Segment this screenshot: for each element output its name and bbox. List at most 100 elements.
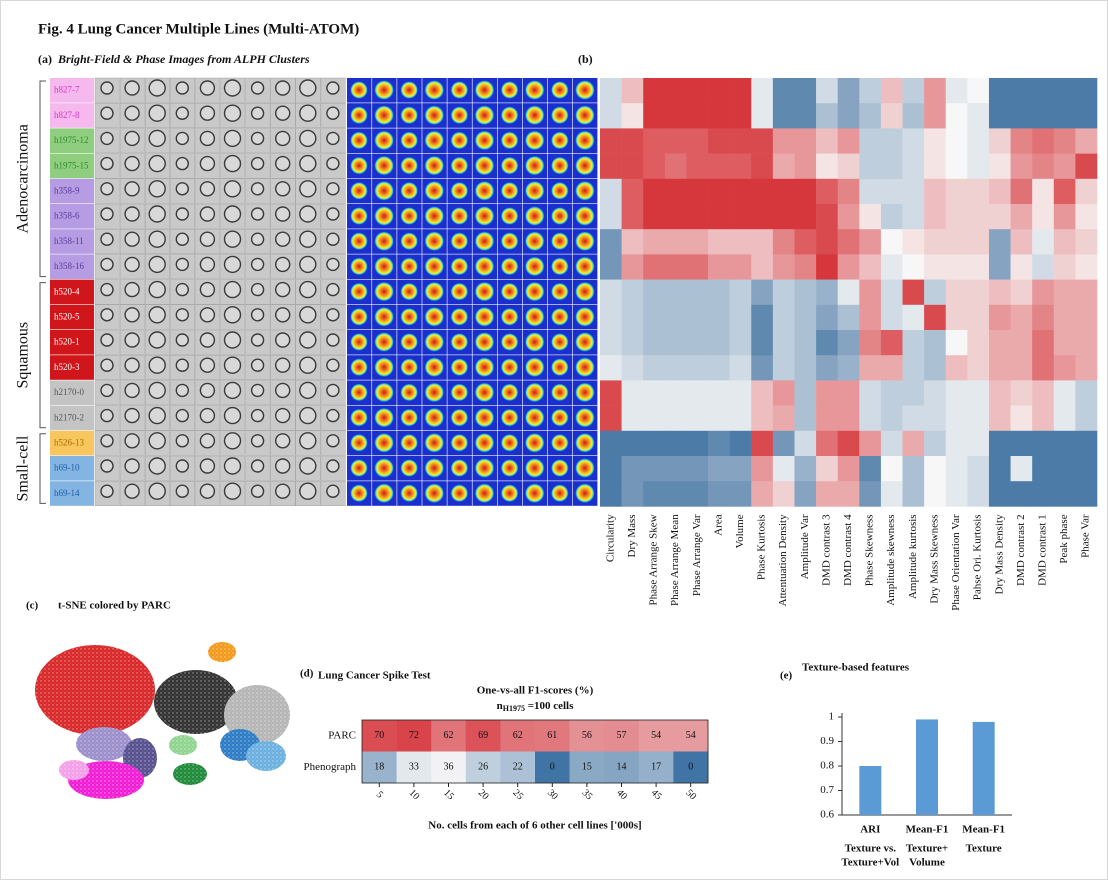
cell-outline	[300, 307, 316, 323]
heatmap-cell	[924, 179, 946, 205]
cell-outline	[225, 231, 241, 247]
phase-cell	[450, 232, 468, 250]
phase-cell	[475, 483, 495, 503]
cell-outline	[176, 258, 188, 270]
cell-outline	[200, 207, 214, 221]
heatmap-cell	[708, 78, 730, 104]
heatmap-cell	[903, 179, 925, 205]
phase-cell	[501, 232, 519, 250]
cell-outline	[125, 283, 139, 297]
cell-outline	[300, 458, 316, 474]
heatmap-cell	[751, 355, 773, 381]
heatmap-cell	[838, 305, 860, 331]
cell-outline	[101, 359, 113, 371]
phase-cell	[525, 105, 545, 125]
heatmap-cell	[903, 154, 925, 180]
figure: Fig. 4 Lung Cancer Multiple Lines (Multi…	[0, 0, 1108, 880]
cell-outline	[125, 308, 139, 322]
heatmap-cell	[1011, 481, 1033, 507]
heatmap-cell	[859, 280, 881, 306]
phase-cell	[575, 357, 595, 377]
cell-outline	[276, 409, 290, 423]
phase-cell	[525, 433, 545, 453]
cell-outline	[225, 181, 241, 197]
heatmap-cell	[967, 103, 989, 129]
cell-outline	[225, 483, 241, 499]
column-label: Dry Mass Density	[993, 514, 1005, 595]
heatmap-cell	[686, 280, 708, 306]
heatmap-cell	[643, 431, 665, 457]
heatmap-cell	[665, 254, 687, 280]
heatmap-cell	[600, 305, 622, 331]
heatmap-cell	[859, 406, 881, 432]
heatmap-cell	[967, 280, 989, 306]
heatmap-cell	[794, 280, 816, 306]
category-note: Texture+	[906, 843, 948, 855]
column-label: DMD contrast 3	[820, 514, 832, 586]
heatmap-cell	[924, 305, 946, 331]
phase-cell	[374, 458, 394, 478]
heatmap-cell	[730, 78, 752, 104]
heatmap-cell	[1054, 330, 1076, 356]
heatmap-cell	[924, 204, 946, 230]
heatmap-cell	[816, 456, 838, 482]
heatmap-cell	[730, 330, 752, 356]
cell-outline	[327, 410, 339, 422]
heatmap-cell	[665, 179, 687, 205]
subtitle: nH1975 =100 cells	[497, 700, 575, 713]
phase-cell	[400, 383, 418, 401]
heatmap-cell	[1075, 229, 1097, 255]
heatmap-cell	[881, 128, 903, 154]
phase-cell	[475, 80, 495, 100]
cell-outline	[200, 409, 214, 423]
column-label: Dry Mass Skewness	[928, 514, 940, 603]
group-bracket	[40, 434, 46, 504]
heatmap-cell	[989, 280, 1011, 306]
heatmap-cell	[773, 78, 795, 104]
heatmap-cell	[881, 103, 903, 129]
phase-cell	[374, 231, 394, 251]
x-tick-label: 10	[407, 787, 422, 802]
phase-cell	[374, 433, 394, 453]
heatmap-cell	[881, 179, 903, 205]
heatmap-cell	[1032, 406, 1054, 432]
column-label: Attentuation Density	[777, 514, 789, 606]
heatmap-cell	[794, 78, 816, 104]
heatmap-cell	[600, 431, 622, 457]
row-label: h2170-0	[54, 387, 84, 397]
phase-cell	[400, 182, 418, 200]
phase-cell	[350, 283, 368, 301]
heatmap-cell	[773, 179, 795, 205]
heatmap-cell	[881, 305, 903, 331]
heatmap-cell	[686, 380, 708, 406]
heatmap-cell	[1032, 179, 1054, 205]
cell-outline	[125, 131, 139, 145]
cell-label: 61	[547, 730, 557, 741]
cell-outline	[200, 283, 214, 297]
heatmap-cell	[1032, 254, 1054, 280]
heatmap-cell	[1032, 355, 1054, 381]
cell-outline	[225, 307, 241, 323]
heatmap-cell	[600, 78, 622, 104]
heatmap-cell	[946, 330, 968, 356]
phase-cell	[575, 382, 595, 402]
phase-cell	[501, 358, 519, 376]
cell-outline	[225, 256, 241, 272]
heatmap-cell	[859, 154, 881, 180]
cell-outline	[149, 357, 165, 373]
phase-cell	[374, 105, 394, 125]
heatmap-cell	[600, 154, 622, 180]
cell-label: 36	[444, 762, 454, 773]
heatmap-cell	[665, 330, 687, 356]
heatmap-cell	[643, 406, 665, 432]
phase-cell	[350, 157, 368, 175]
row-label: h69-10	[54, 463, 80, 473]
heatmap-cell	[1075, 179, 1097, 205]
cell-outline	[327, 485, 339, 497]
heatmap-cell	[967, 204, 989, 230]
heatmap-cell	[1054, 103, 1076, 129]
heatmap-cell	[946, 431, 968, 457]
group-label: Adenocarcinoma	[15, 124, 32, 233]
heatmap-cell	[794, 481, 816, 507]
category-note: Volume	[909, 857, 945, 869]
